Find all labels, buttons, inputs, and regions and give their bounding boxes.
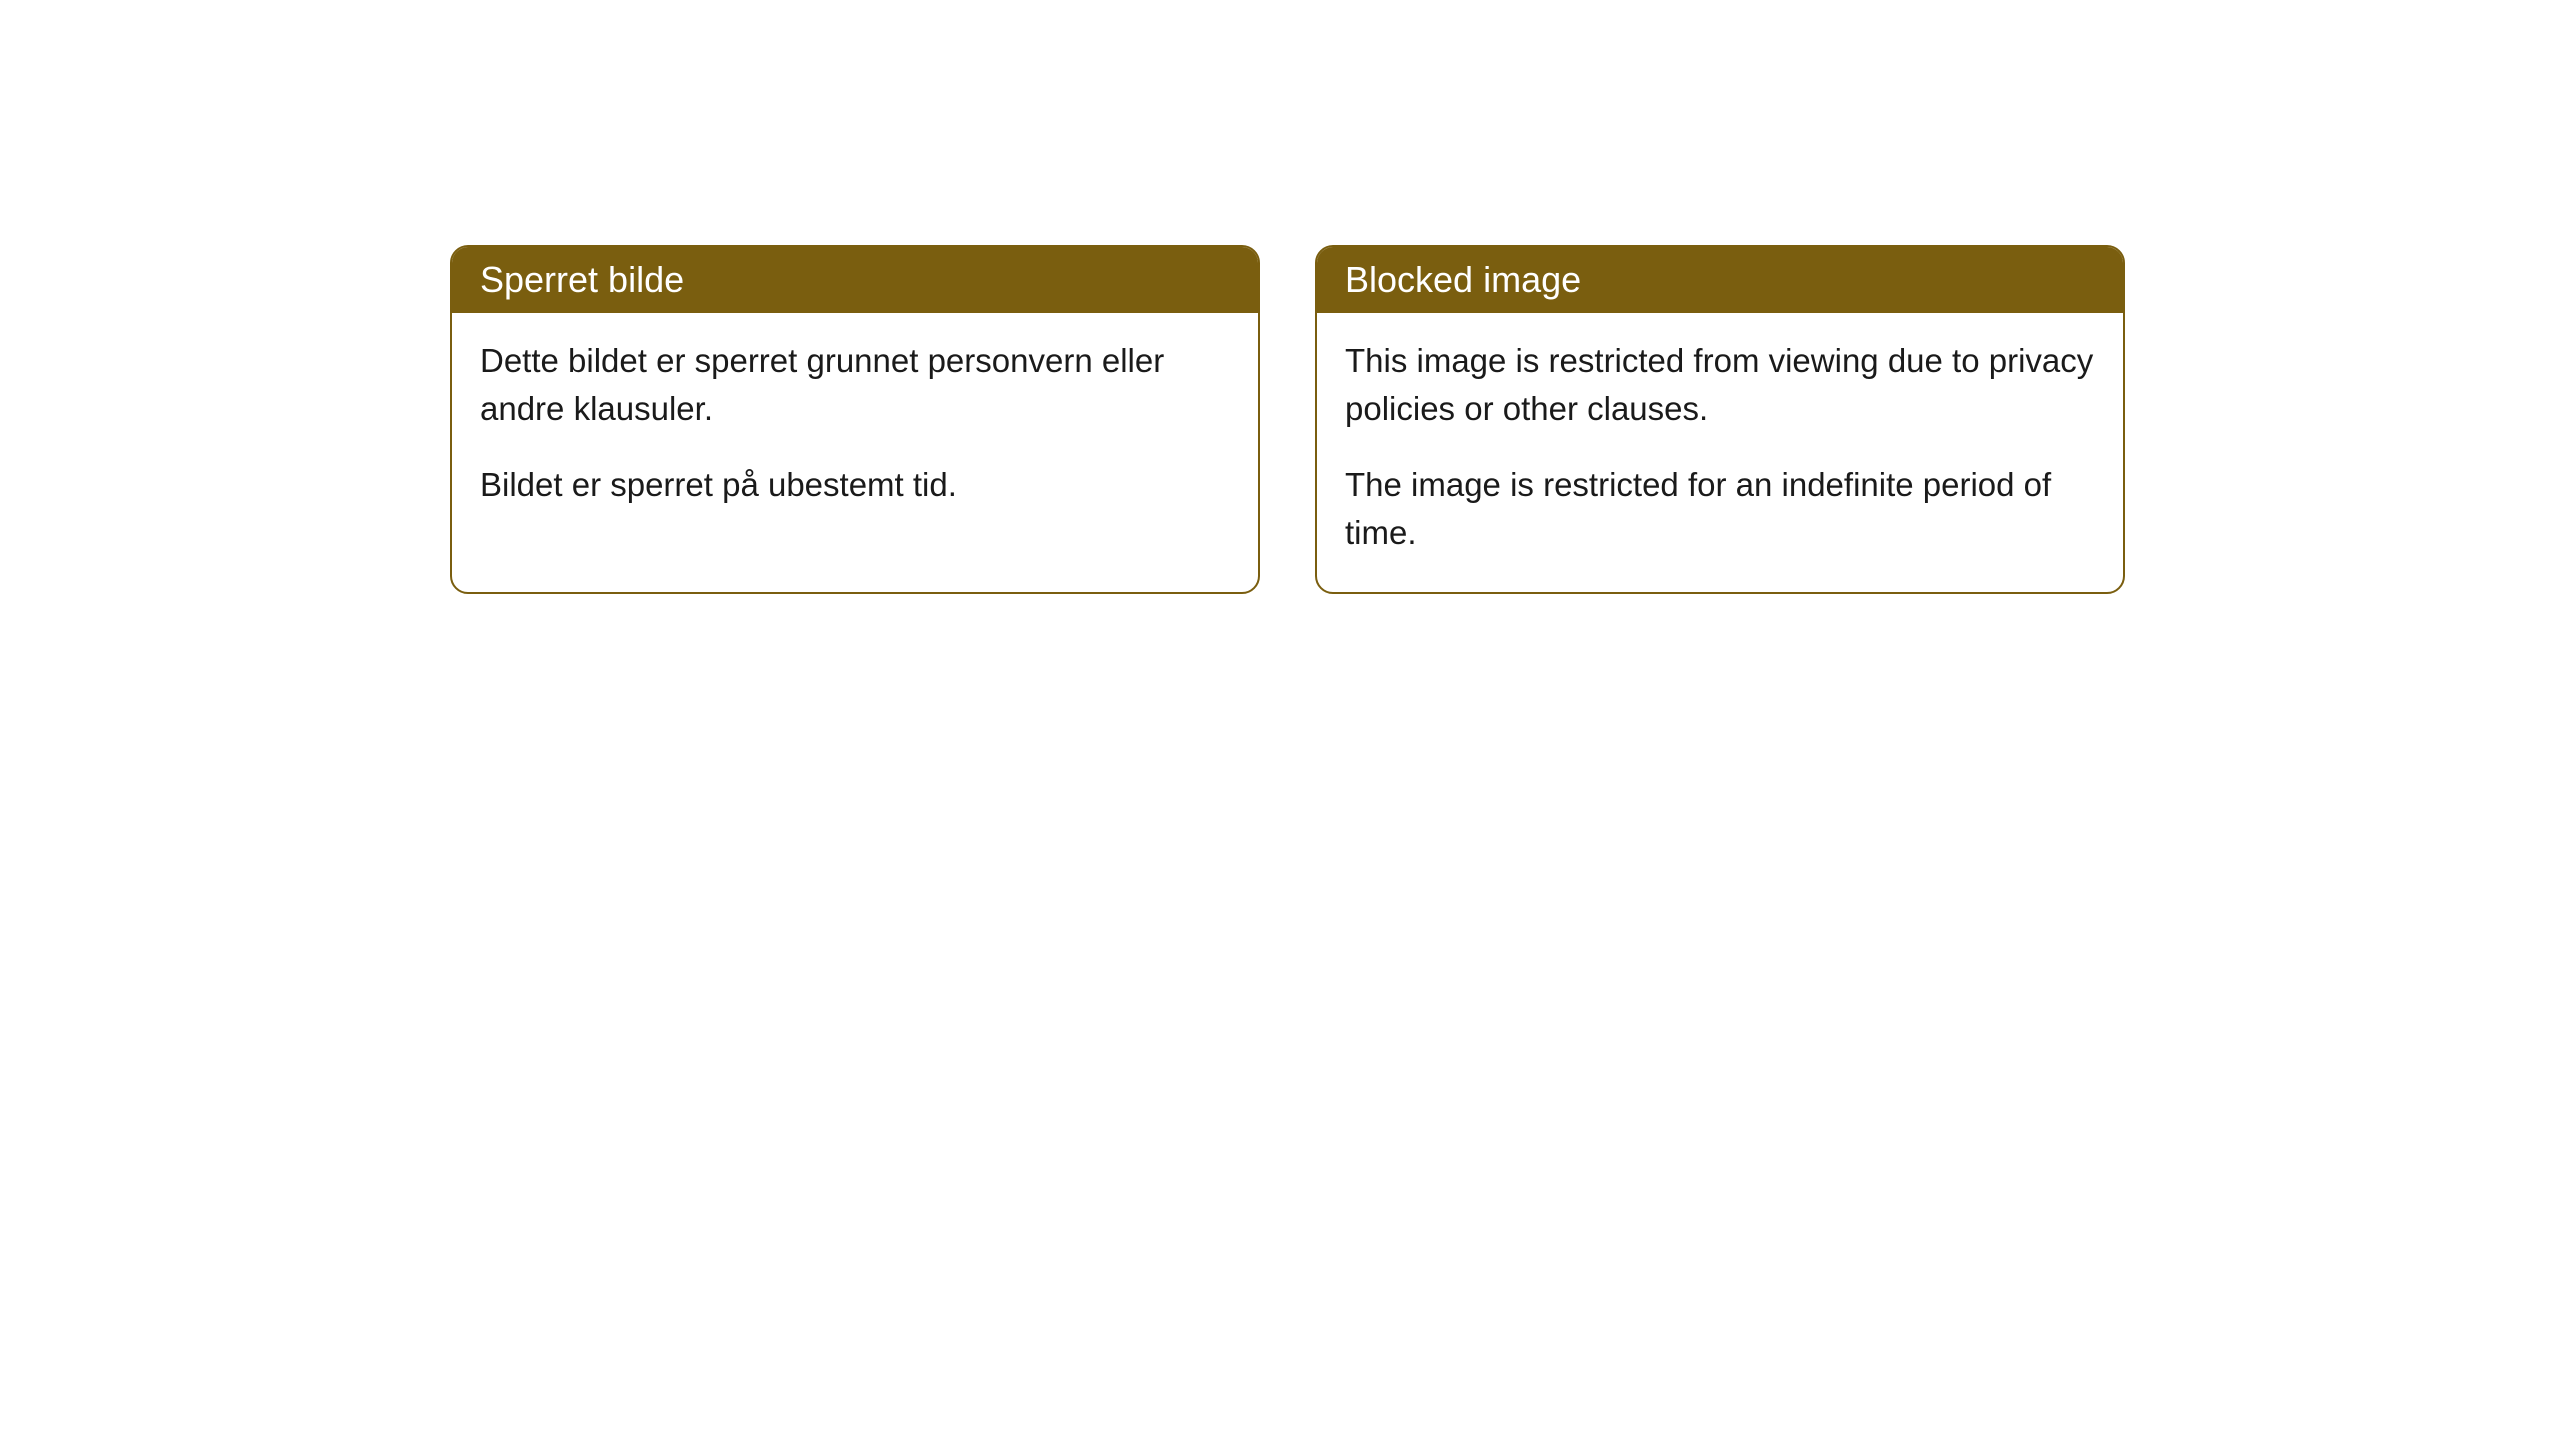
card-body-english: This image is restricted from viewing du… — [1317, 313, 2123, 592]
card-text-english-2: The image is restricted for an indefinit… — [1345, 461, 2095, 557]
card-body-norwegian: Dette bildet er sperret grunnet personve… — [452, 313, 1258, 545]
card-header-norwegian: Sperret bilde — [452, 247, 1258, 313]
blocked-image-card-norwegian: Sperret bilde Dette bildet er sperret gr… — [450, 245, 1260, 594]
card-text-norwegian-1: Dette bildet er sperret grunnet personve… — [480, 337, 1230, 433]
card-text-norwegian-2: Bildet er sperret på ubestemt tid. — [480, 461, 1230, 509]
card-text-english-1: This image is restricted from viewing du… — [1345, 337, 2095, 433]
notice-cards-container: Sperret bilde Dette bildet er sperret gr… — [450, 245, 2125, 594]
card-header-english: Blocked image — [1317, 247, 2123, 313]
blocked-image-card-english: Blocked image This image is restricted f… — [1315, 245, 2125, 594]
